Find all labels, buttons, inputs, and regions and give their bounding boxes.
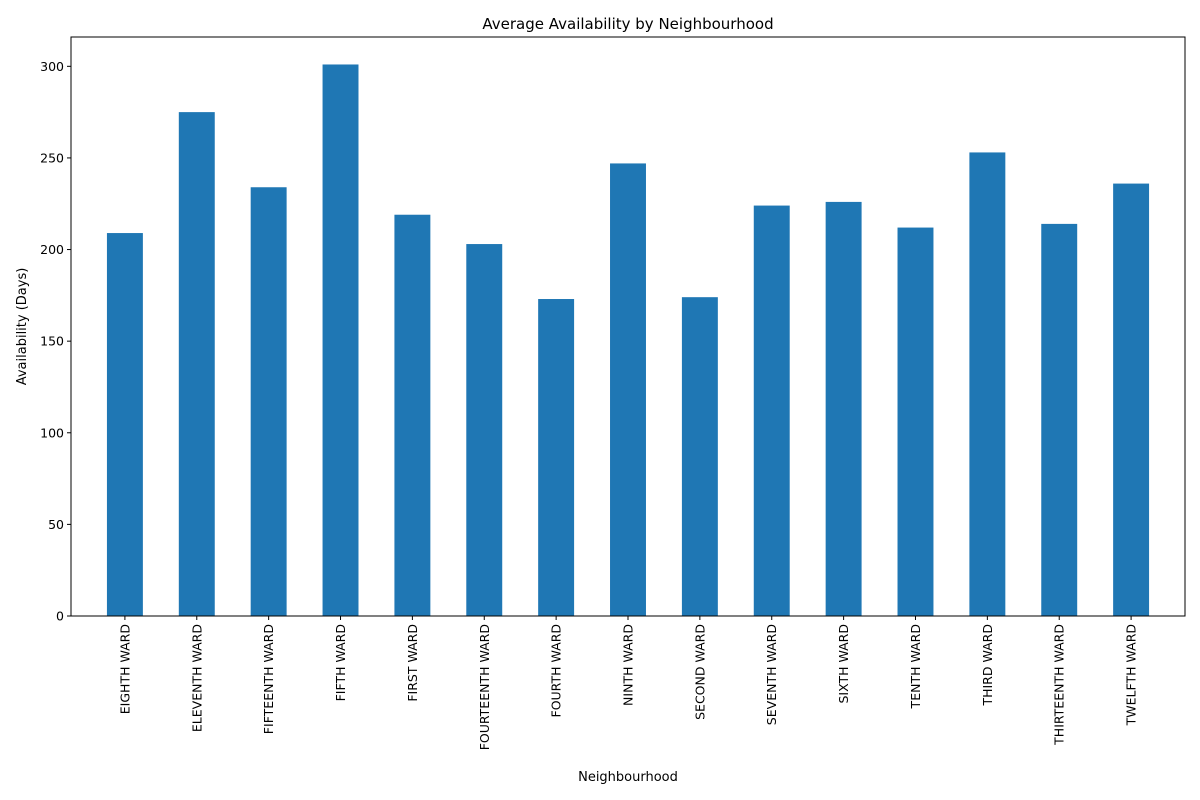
x-tick-label: FOURTH WARD (549, 624, 564, 718)
y-tick-label: 300 (40, 59, 64, 74)
x-tick-label: NINTH WARD (621, 624, 636, 706)
x-tick-label: FIRST WARD (405, 624, 420, 702)
bar (178, 112, 215, 617)
x-tick-label: FIFTH WARD (333, 624, 348, 701)
plot-area-frame (70, 36, 1186, 617)
x-tick-label: THIRTEENTH WARD (1052, 624, 1067, 746)
bar (1113, 183, 1150, 616)
bar (106, 233, 143, 617)
bar (681, 297, 718, 616)
y-tick-label: 250 (40, 150, 64, 165)
bar (753, 205, 790, 616)
y-tick-label: 100 (40, 425, 64, 440)
x-tick-label: FOURTEENTH WARD (477, 624, 492, 750)
bar (1041, 223, 1078, 616)
bar (322, 64, 359, 617)
x-tick-label: SEVENTH WARD (764, 624, 779, 725)
y-axis-label: Availability (Days) (15, 268, 30, 386)
y-axis-ticks: 0 50 100 150 200 250 300 (40, 59, 71, 624)
x-axis-label: Neighbourhood (578, 770, 678, 785)
bars-group (106, 64, 1150, 617)
x-tick-label: SIXTH WARD (836, 624, 851, 704)
bar (969, 152, 1006, 616)
x-tick-label: EIGHTH WARD (117, 624, 132, 714)
y-tick-label: 200 (40, 242, 64, 257)
x-tick-label: TWELFTH WARD (1124, 624, 1139, 726)
x-tick-label: TENTH WARD (908, 624, 923, 709)
bar (897, 227, 934, 616)
bar (250, 187, 287, 616)
bar (825, 201, 862, 616)
bar (394, 214, 431, 617)
x-tick-label: THIRD WARD (980, 624, 995, 707)
bar (466, 244, 503, 617)
y-tick-label: 0 (56, 609, 64, 624)
chart-title: Average Availability by Neighbourhood (482, 15, 773, 33)
x-tick-label: FIFTEENTH WARD (261, 624, 276, 734)
y-tick-label: 50 (48, 517, 64, 532)
x-axis-ticks: EIGHTH WARD ELEVENTH WARD FIFTEENTH WARD FI… (117, 616, 1139, 750)
x-tick-label: SECOND WARD (692, 624, 707, 720)
bar (610, 163, 646, 616)
x-tick-label: ELEVENTH WARD (189, 624, 204, 732)
y-tick-label: 150 (40, 334, 64, 349)
bar (538, 299, 575, 616)
